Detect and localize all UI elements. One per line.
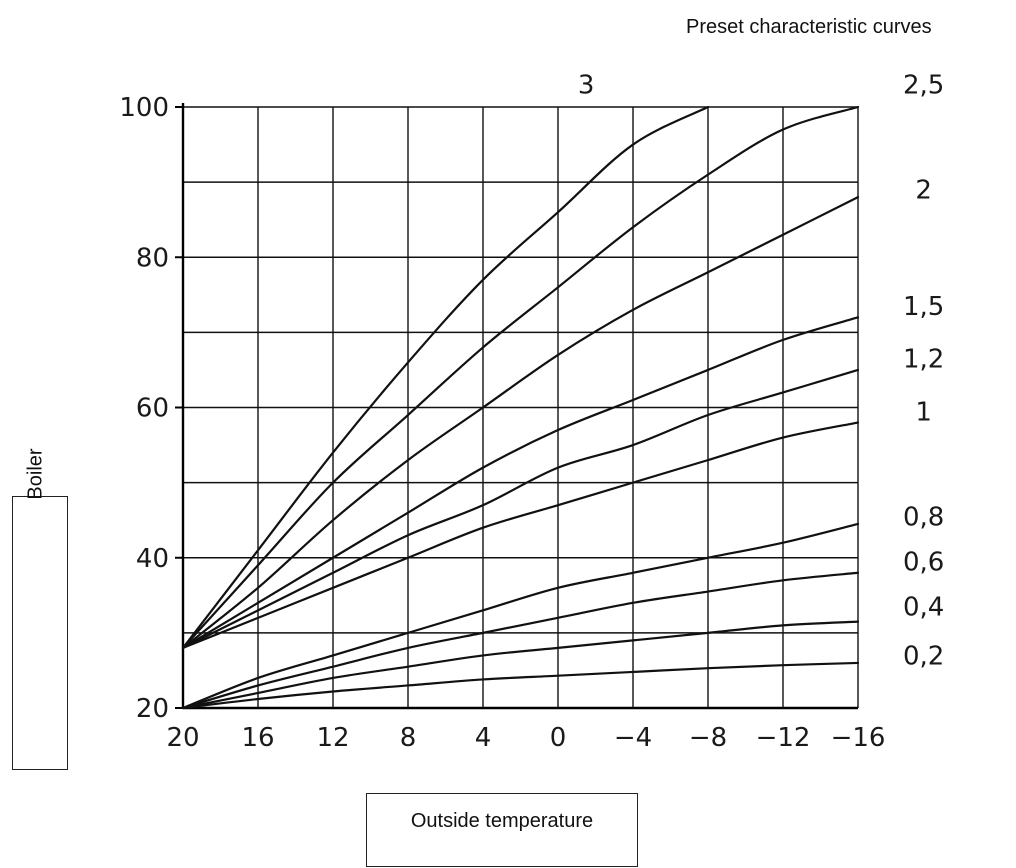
curve-label-1-2: 1,2 [903,345,944,375]
curve-1-2 [181,368,860,649]
y-tick-labels: 20 40 60 80 100 [119,93,169,724]
curve-label-2: 2 [915,176,932,206]
x-axis-label: Outside temperature [410,810,594,832]
x-tick-labels: 20 16 12 8 4 0 −4 −8 −12 −16 [166,723,885,753]
grid [183,106,859,708]
x-tick-label: −4 [614,723,652,753]
x-axis-label-box: Outside temperature [366,793,638,867]
x-tick-label: 12 [316,723,349,753]
x-tick-label: 0 [550,723,567,753]
y-axis-label: Boiler [24,448,47,500]
curve-label-2-5: 2,5 [903,70,944,100]
y-tick-label: 100 [119,93,169,123]
curve-label-1: 1 [915,397,932,427]
curves [181,105,860,710]
x-tick-label: −8 [689,723,727,753]
y-tick-label: 40 [136,544,169,574]
curve-2-5 [181,105,860,649]
x-tick-label: 8 [400,723,417,753]
curve-0-2 [181,661,860,710]
y-axis-label-box [12,496,68,770]
x-tick-label: 20 [166,723,199,753]
curve-label-0-6: 0,6 [903,548,944,578]
y-tick-label: 80 [136,243,169,273]
y-tick-label: 20 [136,694,169,724]
curve-3 [181,105,710,649]
curve-2 [181,196,860,649]
x-tick-label: 4 [475,723,492,753]
curve-0-4 [181,620,860,710]
curve-label-1-5: 1,5 [903,292,944,322]
x-tick-label: −16 [831,723,886,753]
x-tick-label: −12 [756,723,811,753]
curve-labels: 3 2,5 2 1,5 1,2 1 0,8 0,6 0,4 0,2 [578,70,944,671]
curve-0-6 [181,571,860,710]
curve-label-0-4: 0,4 [903,593,944,623]
axes [175,103,858,710]
x-tick-label: 16 [241,723,274,753]
curve-label-0-2: 0,2 [903,641,944,671]
chart-header: Preset characteristic curves [686,16,932,38]
curve-label-3: 3 [578,70,595,100]
curve-label-0-8: 0,8 [903,502,944,532]
curve-1-5 [181,316,860,649]
curve-1 [181,421,860,649]
y-tick-label: 60 [136,394,169,424]
curve-0-8 [181,522,860,710]
